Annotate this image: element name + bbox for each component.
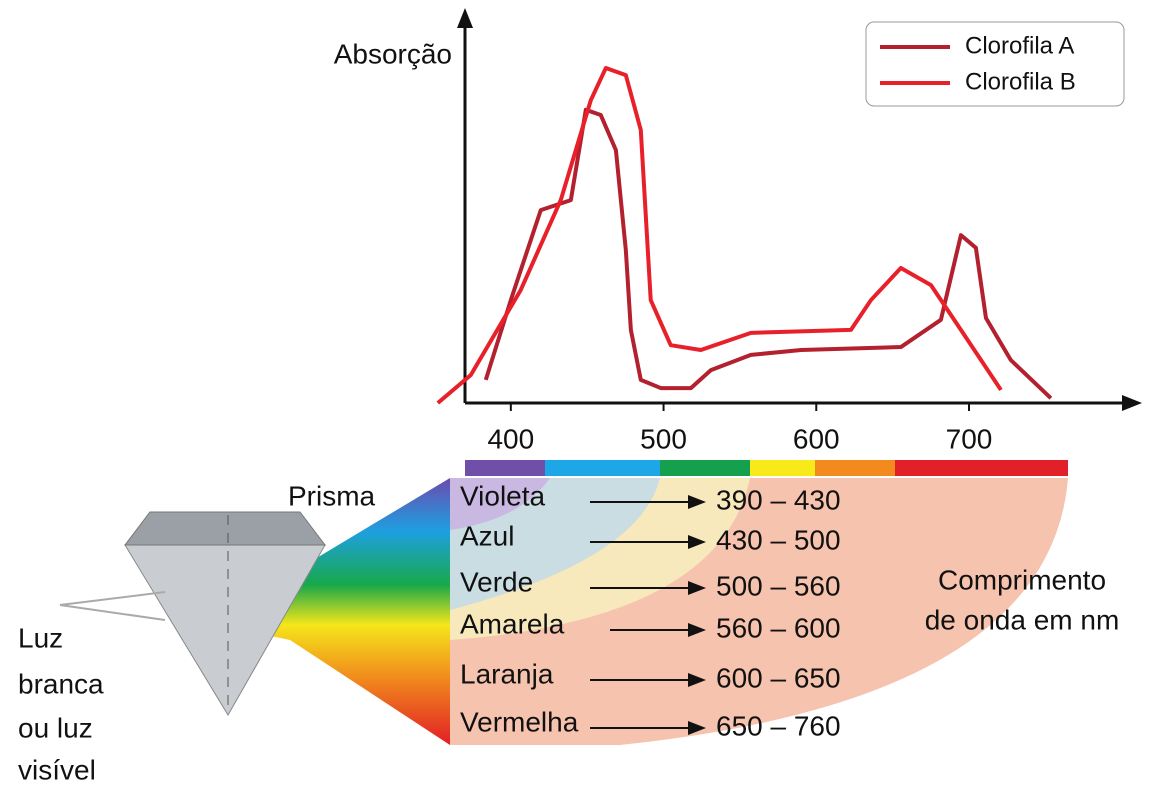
- band-name: Violeta: [460, 480, 546, 511]
- light-label: branca: [18, 668, 104, 699]
- prism-label: Prisma: [288, 480, 376, 511]
- spectrum-bar: [465, 460, 1068, 476]
- band-range: 600 – 650: [716, 662, 841, 693]
- band-name: Amarela: [460, 608, 565, 639]
- prism: [125, 512, 325, 545]
- band-name: Verde: [460, 566, 533, 597]
- band-range: 430 – 500: [716, 524, 841, 555]
- band-range: 500 – 560: [716, 570, 841, 601]
- x-tick-label: 600: [793, 423, 840, 454]
- wavelength-label: de onda em nm: [925, 604, 1120, 635]
- page: Prisma Luz branca ou luz visível Comprim…: [0, 0, 1152, 794]
- band-name: Laranja: [460, 658, 554, 689]
- legend-label: Clorofila B: [965, 68, 1076, 95]
- band-name: Azul: [460, 520, 514, 551]
- light-label: visível: [18, 754, 96, 785]
- band-range: 560 – 600: [716, 612, 841, 643]
- wavelength-label: Comprimento: [938, 564, 1106, 595]
- band-range: 390 – 430: [716, 484, 841, 515]
- chart: Prisma Luz branca ou luz visível Comprim…: [0, 0, 1152, 789]
- band-name: Vermelha: [460, 706, 579, 737]
- light-ray: [60, 605, 165, 620]
- legend-label: Clorofila A: [965, 32, 1074, 59]
- y-axis-arrow: [457, 8, 473, 28]
- x-axis-arrow: [1122, 395, 1142, 411]
- x-tick-label: 400: [487, 423, 534, 454]
- x-tick-label: 700: [946, 423, 993, 454]
- light-ray: [60, 592, 165, 605]
- band-range: 650 – 760: [716, 710, 841, 741]
- series-line: [438, 68, 1001, 403]
- y-axis-label: Absorção: [334, 38, 452, 69]
- series-line: [486, 110, 1051, 398]
- light-label: ou luz: [18, 712, 93, 743]
- x-tick-label: 500: [640, 423, 687, 454]
- light-label: Luz: [18, 622, 63, 653]
